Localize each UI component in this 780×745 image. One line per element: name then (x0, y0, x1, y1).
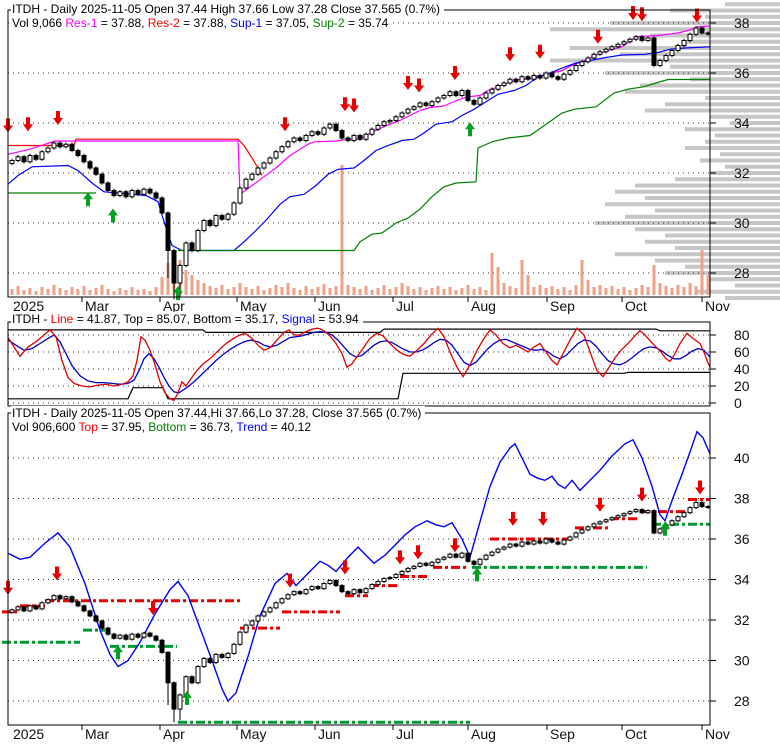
volume-bars (10, 165, 710, 295)
svg-text:38: 38 (734, 491, 750, 507)
svg-text:Jul: Jul (396, 726, 414, 742)
svg-text:40: 40 (734, 361, 750, 377)
legend-label-bottom: Bottom (148, 420, 187, 434)
svg-text:May: May (240, 298, 266, 314)
legend-label-sup-2: Sup-2 (312, 16, 345, 30)
trend-x-axis: 2025 Mar Apr May Jun Jul Aug Sep Oct Nov (13, 725, 730, 742)
svg-text:30: 30 (734, 215, 750, 231)
svg-text:0: 0 (734, 395, 742, 411)
legend-label-signal: Signal (281, 312, 315, 326)
svg-text:60: 60 (734, 344, 750, 360)
svg-text:Nov: Nov (705, 298, 730, 314)
oscillator-lines (7, 327, 711, 402)
legend-value: = 36.73, (186, 420, 237, 434)
legend-label-bottom: Bottom (193, 312, 232, 326)
volume-label-2: Vol 906,600 (12, 420, 79, 434)
volume-profile (550, 2, 780, 300)
legend-value: = 37.95, (97, 420, 149, 434)
price-panel-legend: Vol 9,066 Res-1 = 37.88, Res-2 = 37.88, … (11, 16, 393, 30)
svg-text:36: 36 (734, 531, 750, 547)
svg-text:34: 34 (734, 115, 750, 131)
signal-arrows-2 (3, 480, 705, 705)
svg-text:Nov: Nov (705, 726, 730, 742)
svg-text:2025: 2025 (13, 726, 44, 742)
oscillator-panel-header: ITDH - Line = 41.87, Top = 85.07, Bottom… (11, 312, 363, 326)
svg-text:Jun: Jun (318, 726, 341, 742)
svg-text:Aug: Aug (471, 298, 496, 314)
svg-text:Sep: Sep (550, 726, 575, 742)
price-panel-border (7, 9, 711, 298)
trend-grid (8, 457, 710, 702)
volume-label: Vol 9,066 (12, 16, 66, 30)
svg-text:May: May (240, 726, 266, 742)
legend-label-trend: Trend (236, 420, 268, 434)
legend-label-res-1: Res-1 (65, 16, 98, 30)
legend-value: = 40.12 (267, 420, 312, 434)
price-x-axis: 2025 Mar Apr May Jun Jul Aug Sep Oct Nov (13, 297, 730, 314)
top-bottom-segments (2, 498, 710, 724)
svg-text:40: 40 (734, 450, 750, 466)
svg-text:Aug: Aug (471, 726, 496, 742)
svg-text:32: 32 (734, 165, 750, 181)
svg-text:2025: 2025 (13, 298, 44, 314)
svg-text:34: 34 (734, 572, 750, 588)
svg-text:28: 28 (734, 265, 750, 281)
legend-label-line: Line (50, 312, 74, 326)
legend-label-res-2: Res-2 (147, 16, 180, 30)
legend-value: = 37.05, (262, 16, 313, 30)
legend-value: = 53.94 (315, 312, 359, 326)
svg-text:Mar: Mar (85, 298, 109, 314)
legend-value: = 41.87, (73, 312, 124, 326)
svg-text:Jun: Jun (318, 298, 341, 314)
trend-panel-header: ITDH - Daily 2025-11-05 Open 37.44,Hi 37… (11, 406, 426, 434)
trend-panel-border (7, 412, 711, 726)
legend-value: = 37.88, (97, 16, 148, 30)
signal-arrows (3, 6, 702, 300)
svg-text:Oct: Oct (625, 726, 647, 742)
svg-text:32: 32 (734, 612, 750, 628)
candlestick-layer-2 (9, 501, 711, 723)
svg-text:36: 36 (734, 65, 750, 81)
legend-label-top: Top (123, 312, 143, 326)
svg-text:Jul: Jul (396, 298, 414, 314)
candlestick-layer (9, 26, 711, 300)
legend-value: = 37.88, (179, 16, 231, 30)
svg-text:38: 38 (734, 15, 750, 31)
trend-panel-title: ITDH - Daily 2025-11-05 Open 37.44,Hi 37… (11, 406, 426, 420)
price-y-axis: 38 36 34 32 30 28 (710, 15, 750, 281)
svg-text:Apr: Apr (163, 298, 185, 314)
legend-label-top: Top (78, 420, 98, 434)
legend-value: = 85.07, (142, 312, 194, 326)
price-panel-title: ITDH - Daily 2025-11-05 Open 37.44 High … (11, 2, 445, 16)
oscillator-panel-legend: ITDH - Line = 41.87, Top = 85.07, Bottom… (11, 312, 363, 326)
svg-text:30: 30 (734, 653, 750, 669)
legend-value: = 35.17, (231, 312, 282, 326)
svg-text:Mar: Mar (85, 726, 109, 742)
trend-y-axis: 40 38 36 34 32 30 28 (710, 450, 750, 709)
svg-text:Sep: Sep (550, 298, 575, 314)
price-panel-header: ITDH - Daily 2025-11-05 Open 37.44 High … (11, 2, 445, 30)
trend-panel-legend: Vol 906,600 Top = 37.95, Bottom = 36.73,… (11, 420, 316, 434)
svg-text:20: 20 (734, 378, 750, 394)
oscillator-grid (8, 334, 710, 404)
ticker-prefix: ITDH - (12, 312, 51, 326)
trend-line (7, 430, 711, 703)
legend-label-sup-1: Sup-1 (230, 16, 263, 30)
svg-text:Oct: Oct (625, 298, 647, 314)
legend-value: = 35.74 (344, 16, 389, 30)
svg-text:80: 80 (734, 327, 750, 343)
svg-text:Apr: Apr (163, 726, 185, 742)
svg-text:28: 28 (734, 693, 750, 709)
